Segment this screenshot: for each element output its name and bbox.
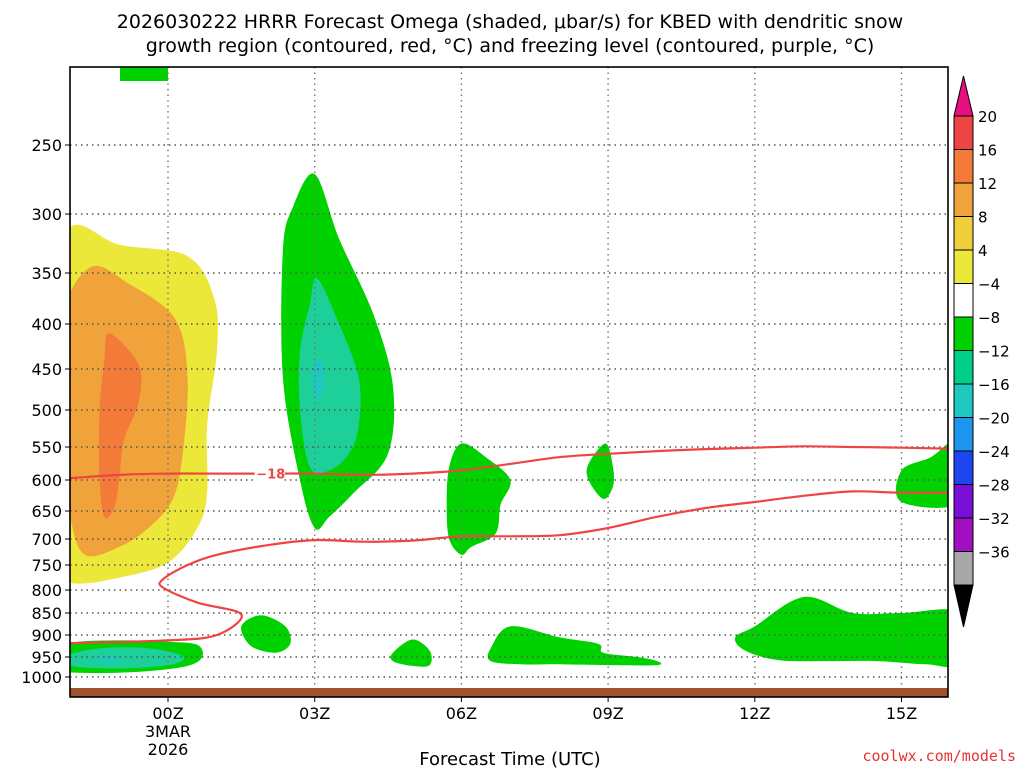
y-tick-label: 400 [31, 315, 62, 334]
plot-frame [69, 66, 949, 698]
colorbar-label: −24 [978, 443, 1010, 461]
colorbar-label: −8 [978, 309, 1000, 327]
colorbar: 20 16 12 8 4 −4 −8 −12 −16 −20 −24 −28 −32 −36 [953, 75, 1010, 628]
chart-title-line1: 2026030222 HRRR Forecast Omega (shaded, … [117, 11, 903, 33]
y-tick-label: 350 [31, 264, 62, 283]
colorbar-label: 12 [978, 175, 997, 193]
omega-region-12 [97, 656, 120, 663]
omega-region-14 [390, 639, 432, 667]
colorbar-label: 20 [978, 108, 997, 126]
x-axis-label: Forecast Time (UTC) [419, 749, 600, 768]
colorbar-label: −20 [978, 410, 1010, 428]
dgz-contour-2 [70, 490, 948, 645]
y-tick-label: 850 [31, 604, 62, 623]
colorbar-bin [953, 216, 974, 251]
x-tick-label: 15Z [886, 704, 917, 723]
colorbar-bin [953, 450, 974, 485]
y-tick-label: 500 [31, 401, 62, 420]
x-tick-label: 2026 [148, 740, 189, 759]
colorbar-bin [953, 350, 974, 385]
dgz-contour-1 [70, 445, 948, 480]
grid [70, 67, 948, 697]
plot-body: −18 [70, 67, 948, 697]
y-tick-label: 250 [31, 136, 62, 155]
x-tick-label: 03Z [299, 704, 330, 723]
colorbar-label: −28 [978, 477, 1010, 495]
x-tick-label: 06Z [446, 704, 477, 723]
y-tick-label: 700 [31, 530, 62, 549]
colorbar-bin [953, 383, 974, 418]
colorbar-label: 4 [978, 242, 988, 260]
y-tick-label: 450 [31, 360, 62, 379]
colorbar-label: 8 [978, 209, 988, 227]
colorbar-bin [953, 417, 974, 452]
colorbar-label: −16 [978, 376, 1010, 394]
colorbar-label: −12 [978, 343, 1010, 361]
y-tick-label: 950 [31, 648, 62, 667]
colorbar-top-arrow [953, 75, 974, 117]
colorbar-label: −4 [978, 276, 1000, 294]
colorbar-bin [953, 149, 974, 184]
colorbar-bin [953, 484, 974, 519]
x-tick-label: 00Z [152, 704, 183, 723]
omega-region-13 [241, 615, 291, 653]
x-tick-label: 3MAR [145, 722, 191, 741]
ground-strip [70, 688, 948, 697]
omega-region-top-sliver [120, 67, 168, 81]
chart-title-line2: growth region (contoured, red, °C) and f… [146, 35, 875, 57]
credit-text: coolwx.com/models [862, 747, 1016, 765]
colorbar-bin [953, 182, 974, 217]
x-tick-label: 12Z [739, 704, 770, 723]
plot-area: −18 250 300 350 400 450 500 550 600 650 700 750 800 8… [21, 66, 949, 759]
y-tick-label: 300 [31, 205, 62, 224]
x-tick-label: 09Z [592, 704, 623, 723]
colorbar-bottom-arrow [953, 584, 974, 628]
omega-region-15 [487, 626, 662, 666]
y-tick-label: 1000 [21, 668, 62, 687]
colorbar-bin [953, 551, 974, 586]
omega-region-3 [98, 333, 142, 519]
y-tick-label: 900 [31, 626, 62, 645]
colorbar-bin [953, 517, 974, 552]
dgz-contour-label: −18 [256, 468, 285, 483]
colorbar-label: 16 [978, 142, 997, 160]
omega-region-16 [734, 596, 948, 668]
colorbar-bin [953, 283, 974, 318]
omega-region-11 [70, 647, 185, 669]
y-tick-label: 600 [31, 471, 62, 490]
y-tick-label: 750 [31, 556, 62, 575]
dgz-label-bg [254, 465, 285, 482]
omega-region-8 [586, 443, 615, 499]
colorbar-label: −36 [978, 544, 1010, 562]
colorbar-bin [953, 115, 974, 150]
y-tick-label: 650 [31, 502, 62, 521]
y-tick-label: 800 [31, 581, 62, 600]
colorbar-bin [953, 249, 974, 284]
y-tick-label: 550 [31, 438, 62, 457]
plot-background [70, 67, 948, 697]
colorbar-label: −32 [978, 510, 1010, 528]
colorbar-bin [953, 316, 974, 351]
